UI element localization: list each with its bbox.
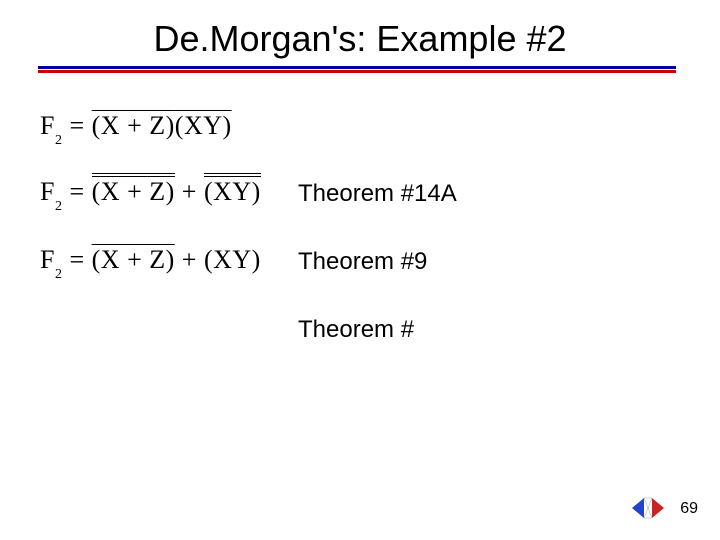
eq: = [62,111,91,140]
page-title: De.Morgan's: Example #2 [0,18,720,60]
subscript: 2 [55,133,63,148]
double-over-rhs: (XY) [204,177,261,207]
var-F: F [40,177,55,206]
formula-row: F2 = (X + Z)(XY) [40,92,680,160]
formula-row: F2 = (X + Z) + (XY) Theorem #14A [40,160,680,228]
outer-overline: (X + Z)(XY) [92,111,232,140]
formula-1: F2 = (X + Z)(XY) [40,107,280,145]
group-rhs: (XY) [204,245,261,274]
eq: = [62,245,91,274]
formula-row: Theorem # [40,296,680,364]
rule-red [38,70,676,73]
content-area: F2 = (X + Z)(XY) F2 = (X + Z) + (XY) The… [40,92,680,364]
subscript: 2 [55,199,63,214]
over-lhs: (X + Z) [92,245,175,274]
eq: = [62,177,91,206]
slide: De.Morgan's: Example #2 F2 = (X + Z)(XY)… [0,0,720,540]
var-F: F [40,111,55,140]
theorem-label: Theorem #9 [298,248,427,276]
group-rhs: (XY) [175,107,232,141]
title-underline [38,66,676,73]
logo-icon [630,494,666,522]
formula-row: F2 = (X + Z) + (XY) Theorem #9 [40,228,680,296]
page-number: 69 [680,500,698,518]
plus: + [175,245,204,274]
formula-2: F2 = (X + Z) + (XY) [40,177,280,211]
double-over-lhs: (X + Z) [92,177,175,207]
var-F: F [40,245,55,274]
formula-3: F2 = (X + Z) + (XY) [40,245,280,279]
rule-blue [38,66,676,69]
plus: + [175,177,204,206]
subscript: 2 [55,267,63,282]
theorem-label: Theorem # [298,316,414,344]
theorem-label: Theorem #14A [298,180,457,208]
group-lhs: (X + Z) [92,107,175,141]
